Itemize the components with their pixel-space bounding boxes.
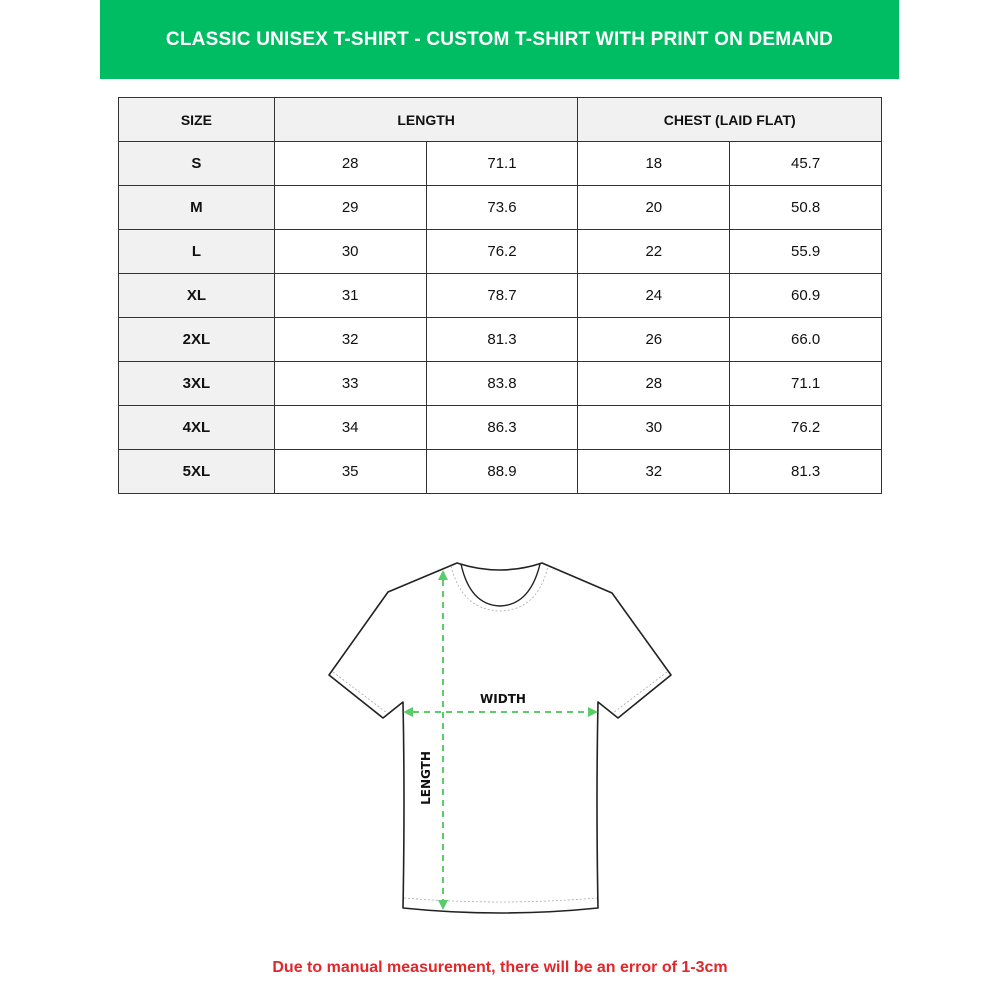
- table-row: M 29 73.6 20 50.8: [118, 185, 882, 230]
- chest-in-cell: 20: [577, 185, 731, 230]
- length-in-cell: 28: [273, 141, 427, 186]
- length-in-cell: 33: [273, 361, 427, 406]
- length-in-cell: 35: [273, 449, 427, 494]
- size-cell: XL: [118, 273, 275, 318]
- length-cm-cell: 81.3: [425, 317, 579, 362]
- hem-stitch: [403, 897, 598, 903]
- arrow-head-down: [438, 900, 448, 910]
- chest-in-cell: 26: [577, 317, 731, 362]
- length-in-cell: 30: [273, 229, 427, 274]
- arrow-head-up: [438, 570, 448, 580]
- table-header-row: SIZE LENGTH CHEST (LAID FLAT): [118, 97, 882, 142]
- chest-in-cell: 22: [577, 229, 731, 274]
- arrow-head-right: [588, 707, 598, 717]
- size-cell: L: [118, 229, 275, 274]
- table-row: L 30 76.2 22 55.9: [118, 229, 882, 274]
- chest-in-cell: 28: [577, 361, 731, 406]
- header-size: SIZE: [118, 97, 275, 142]
- sleeve-stitch-right: [612, 671, 668, 714]
- size-cell: 4XL: [118, 405, 275, 450]
- length-cm-cell: 88.9: [425, 449, 579, 494]
- size-cell: M: [118, 185, 275, 230]
- chest-cm-cell: 66.0: [729, 317, 882, 362]
- size-cell: 2XL: [118, 317, 275, 362]
- collar: [460, 563, 541, 607]
- chest-in-cell: 24: [577, 273, 731, 318]
- length-cm-cell: 78.7: [425, 273, 579, 318]
- size-chart-table: SIZE LENGTH CHEST (LAID FLAT) S 28 71.1 18 4…: [118, 97, 882, 494]
- length-cm-cell: 71.1: [425, 141, 579, 186]
- collar-stitch: [450, 565, 549, 612]
- length-in-cell: 34: [273, 405, 427, 450]
- arrow-head-left: [403, 707, 413, 717]
- chest-in-cell: 30: [577, 405, 731, 450]
- chest-cm-cell: 60.9: [729, 273, 882, 318]
- size-cell: 3XL: [118, 361, 275, 406]
- length-in-cell: 29: [273, 185, 427, 230]
- length-cm-cell: 73.6: [425, 185, 579, 230]
- table-row: 3XL 33 83.8 28 71.1: [118, 361, 882, 406]
- chest-cm-cell: 81.3: [729, 449, 882, 494]
- size-cell: 5XL: [118, 449, 275, 494]
- title-banner: CLASSIC UNISEX T-SHIRT - CUSTOM T-SHIRT …: [100, 0, 899, 79]
- chest-cm-cell: 55.9: [729, 229, 882, 274]
- length-label: LENGTH: [419, 751, 433, 805]
- size-cell: S: [118, 141, 275, 186]
- sleeve-stitch-left: [332, 671, 388, 714]
- chest-in-cell: 32: [577, 449, 731, 494]
- length-cm-cell: 86.3: [425, 405, 579, 450]
- chest-cm-cell: 76.2: [729, 405, 882, 450]
- table-row: S 28 71.1 18 45.7: [118, 141, 882, 186]
- header-chest: CHEST (LAID FLAT): [577, 97, 882, 142]
- table-row: 5XL 35 88.9 32 81.3: [118, 449, 882, 494]
- page-title: CLASSIC UNISEX T-SHIRT - CUSTOM T-SHIRT …: [165, 28, 834, 50]
- table-row: 4XL 34 86.3 30 76.2: [118, 405, 882, 450]
- width-label: WIDTH: [480, 692, 526, 706]
- chest-cm-cell: 50.8: [729, 185, 882, 230]
- length-cm-cell: 83.8: [425, 361, 579, 406]
- tshirt-outline: [328, 562, 672, 914]
- measurement-note: Due to manual measurement, there will be…: [272, 959, 728, 976]
- chest-cm-cell: 45.7: [729, 141, 882, 186]
